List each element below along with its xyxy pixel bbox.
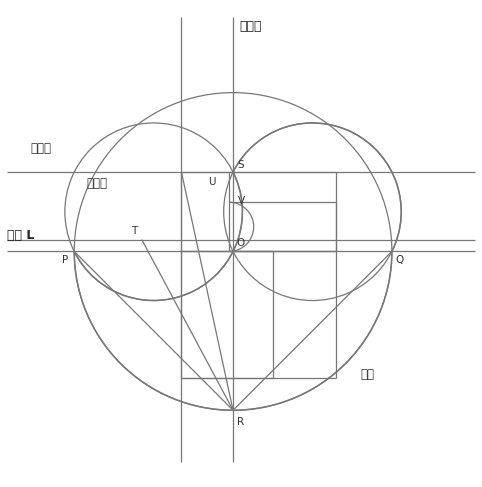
Text: O: O <box>236 238 244 248</box>
Text: 直線Ｍ: 直線Ｍ <box>240 19 262 33</box>
Text: U: U <box>208 177 215 187</box>
Text: V: V <box>238 196 245 206</box>
Text: Q: Q <box>396 255 404 265</box>
Text: 円ア: 円ア <box>360 368 374 381</box>
Text: R: R <box>237 416 244 427</box>
Text: T: T <box>132 225 138 236</box>
Text: P: P <box>62 255 68 265</box>
Text: S: S <box>237 160 244 170</box>
Text: 直線 L: 直線 L <box>7 229 34 242</box>
Text: 円弧ウ: 円弧ウ <box>86 177 107 190</box>
Text: 円弧イ: 円弧イ <box>30 142 52 155</box>
